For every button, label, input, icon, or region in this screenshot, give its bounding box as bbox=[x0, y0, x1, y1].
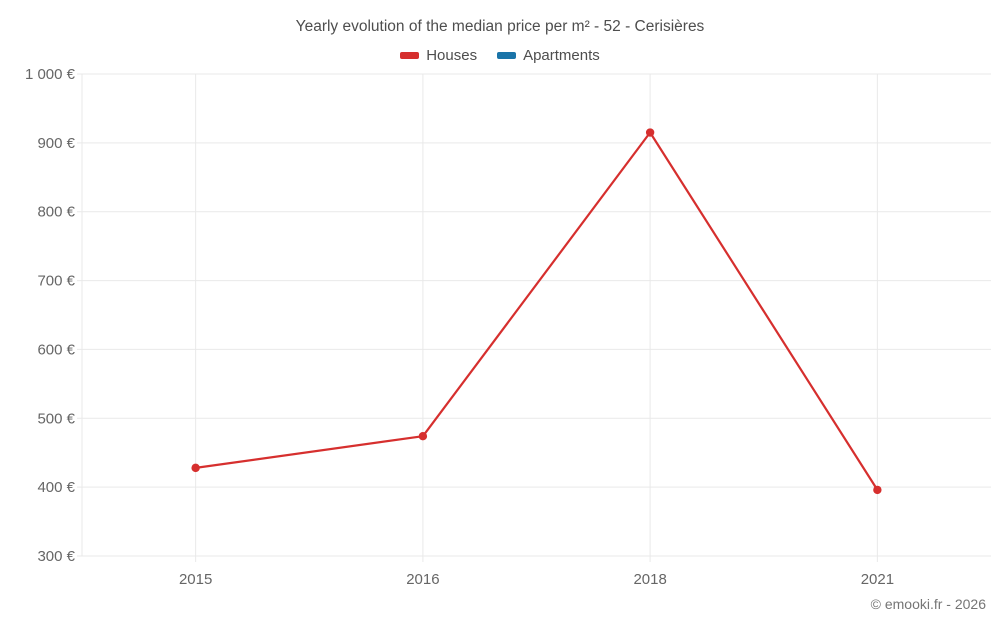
x-tick-label-2018: 2018 bbox=[633, 571, 666, 588]
data-point-houses-2021[interactable] bbox=[873, 485, 882, 495]
y-tick-label-300: 300 € bbox=[37, 548, 75, 565]
y-tick-label-700: 700 € bbox=[37, 273, 75, 290]
chart-title: Yearly evolution of the median price per… bbox=[295, 18, 705, 35]
x-tick-label-2021: 2021 bbox=[861, 571, 894, 588]
data-point-houses-2016[interactable] bbox=[418, 431, 428, 441]
x-tick-label-2016: 2016 bbox=[406, 571, 439, 588]
data-point-houses-2015[interactable] bbox=[191, 463, 200, 473]
x-tick-label-2015: 2015 bbox=[179, 571, 212, 588]
legend-label-houses: Houses bbox=[426, 47, 478, 64]
legend-item-houses[interactable]: Houses bbox=[400, 47, 477, 64]
y-tick-label-900: 900 € bbox=[37, 135, 75, 152]
y-tick-label-400: 400 € bbox=[37, 479, 75, 496]
y-tick-label-500: 500 € bbox=[37, 410, 75, 427]
legend-swatch-apartments bbox=[497, 52, 517, 59]
y-tick-label-600: 600 € bbox=[37, 341, 75, 358]
copyright-text: © emooki.fr - 2026 bbox=[870, 596, 986, 612]
series-line-houses bbox=[194, 131, 879, 491]
y-tick-label-800: 800 € bbox=[37, 204, 75, 221]
data-point-houses-2018[interactable] bbox=[645, 128, 655, 137]
legend-label-apartments: Apartments bbox=[523, 47, 600, 64]
y-tick-label-1000: 1 000 € bbox=[25, 66, 76, 83]
legend-swatch-houses bbox=[400, 52, 420, 59]
chart-legend: Houses Apartments bbox=[0, 47, 1000, 64]
legend-item-apartments[interactable]: Apartments bbox=[497, 47, 600, 64]
